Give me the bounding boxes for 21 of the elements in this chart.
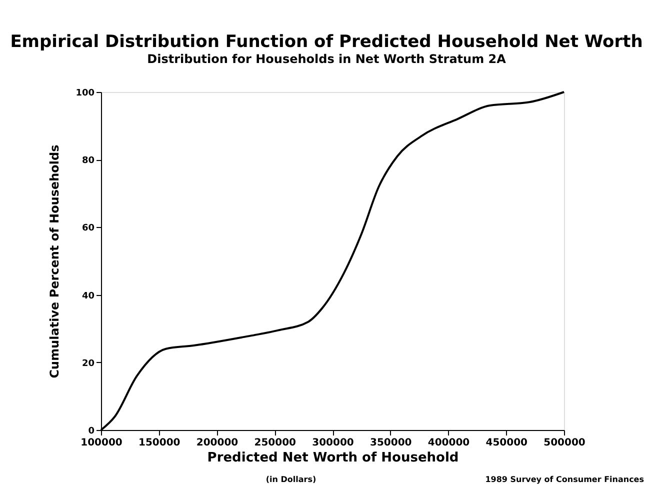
x-axis-title: Predicted Net Worth of Household [207, 450, 459, 466]
y-tick-label: 0 [88, 426, 94, 436]
y-tick-label: 40 [82, 291, 94, 302]
chart-title: Empirical Distribution Function of Predicted Household Net Worth [10, 32, 643, 52]
y-tick-label: 80 [82, 156, 94, 166]
x-tick-label: 500000 [544, 438, 586, 448]
x-tick-label: 200000 [196, 438, 238, 448]
chart-subtitle: Distribution for Households in Net Worth Stratum 2A [147, 52, 507, 66]
x-tick-label: 450000 [486, 438, 528, 448]
y-tick-label: 100 [76, 88, 94, 98]
x-tick-label: 100000 [80, 438, 122, 448]
y-tick-label: 20 [82, 358, 94, 369]
x-tick-label: 350000 [370, 438, 412, 448]
y-axis-title: Cumulative Percent of Households [48, 144, 62, 378]
x-tick-label: 150000 [138, 438, 180, 448]
x-tick-label: 400000 [428, 438, 470, 448]
text: 1989 Survey of Consumer Finances [485, 475, 644, 484]
y-tick-label: 60 [82, 224, 94, 234]
x-tick-label: 300000 [312, 438, 354, 448]
text: (in Dollars) [266, 475, 316, 484]
x-tick-label: 250000 [254, 438, 296, 448]
